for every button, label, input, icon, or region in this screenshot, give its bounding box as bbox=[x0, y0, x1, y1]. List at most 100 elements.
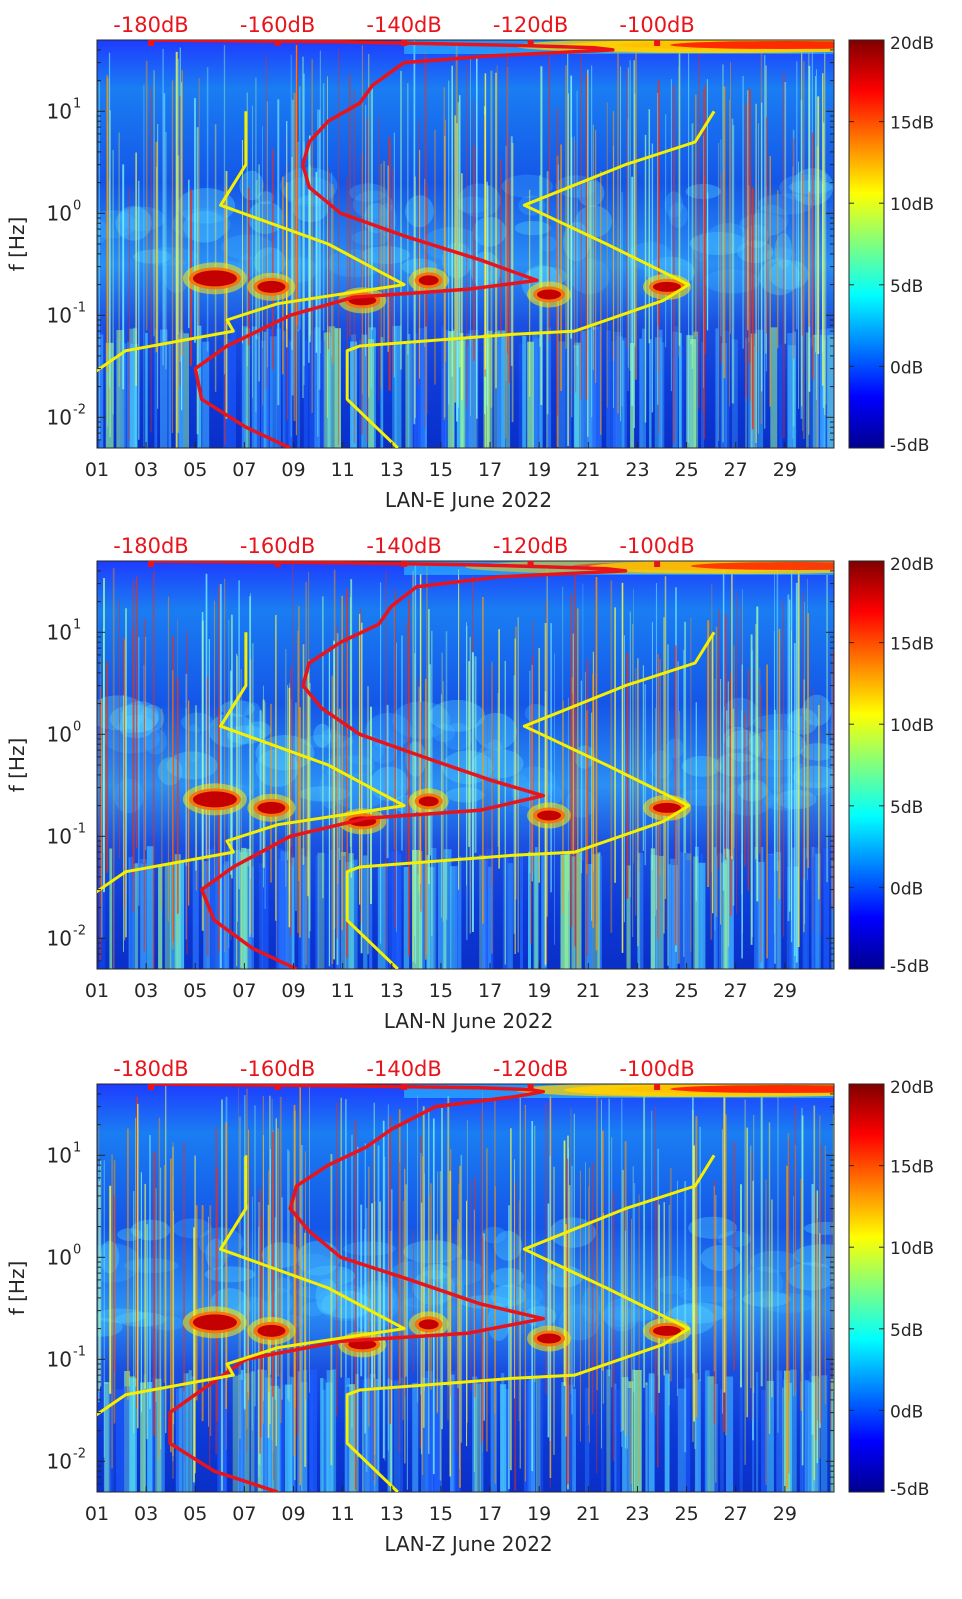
colorbar bbox=[848, 560, 885, 970]
y-tick-label: 10 bbox=[47, 1449, 72, 1473]
x-tick-label: 27 bbox=[724, 459, 748, 481]
top-db-tick-mark bbox=[401, 40, 408, 46]
y-tick-label: 10 bbox=[47, 201, 72, 225]
x-tick-label: 25 bbox=[675, 980, 699, 1002]
y-tick-exponent: -1 bbox=[73, 300, 86, 315]
low-noise-model-line bbox=[97, 1155, 406, 1417]
top-db-tick-mark bbox=[148, 40, 154, 46]
x-tick-label: 17 bbox=[478, 980, 502, 1002]
x-tick-label: 07 bbox=[232, 459, 256, 481]
x-tick-label: 11 bbox=[331, 1503, 355, 1525]
x-tick-label: 19 bbox=[527, 980, 551, 1002]
x-tick-label: 11 bbox=[331, 980, 355, 1002]
x-tick-label: 09 bbox=[281, 1503, 305, 1525]
colorbar bbox=[848, 1083, 885, 1493]
y-tick-label: 10 bbox=[47, 405, 72, 429]
x-tick-label: 09 bbox=[281, 980, 305, 1002]
top-db-tick-mark bbox=[654, 40, 661, 46]
y-tick-label: 10 bbox=[47, 1143, 72, 1167]
colorbar-tick-label: 20dB bbox=[890, 34, 934, 54]
colorbar-tick-label: 5dB bbox=[890, 798, 923, 818]
x-tick-label: 15 bbox=[429, 980, 453, 1002]
x-tick-label: 29 bbox=[773, 459, 797, 481]
low-noise-model-line bbox=[97, 632, 406, 894]
y-tick-exponent: 1 bbox=[73, 617, 81, 632]
y-tick-exponent: 0 bbox=[73, 1242, 81, 1257]
y-tick-exponent: 1 bbox=[73, 1140, 81, 1155]
y-tick-label: 10 bbox=[47, 722, 72, 746]
x-tick-label: 17 bbox=[478, 459, 502, 481]
colorbar-tick-label: 0dB bbox=[890, 1402, 923, 1422]
y-tick-label: 10 bbox=[47, 926, 72, 950]
y-axis-label: f [Hz] bbox=[5, 1261, 29, 1316]
y-tick-exponent: 0 bbox=[73, 719, 81, 734]
x-tick-label: 03 bbox=[134, 1503, 158, 1525]
colorbar-tick-label: 15dB bbox=[890, 635, 934, 655]
colorbar-tick-label: -5dB bbox=[890, 1480, 929, 1500]
spectrogram-texture bbox=[97, 40, 834, 448]
spectrogram-texture bbox=[97, 1084, 834, 1492]
colorbar-tick-label: 10dB bbox=[890, 716, 934, 736]
x-tick-label: 27 bbox=[724, 980, 748, 1002]
x-tick-label: 21 bbox=[576, 459, 600, 481]
top-db-tick-mark bbox=[527, 1084, 534, 1090]
colorbar-tick-label: 0dB bbox=[890, 358, 923, 378]
colorbar-tick-label: -5dB bbox=[890, 957, 929, 977]
x-tick-label: 25 bbox=[675, 459, 699, 481]
high-noise-model-line bbox=[345, 631, 716, 969]
top-db-tick-mark bbox=[527, 40, 534, 46]
y-axis-label: f [Hz] bbox=[5, 738, 29, 793]
top-db-tick-mark bbox=[401, 1084, 408, 1090]
top-db-tick-label: -100dB bbox=[619, 1057, 694, 1081]
x-tick-label: 05 bbox=[183, 459, 207, 481]
median-psd-line bbox=[150, 1084, 546, 1492]
low-noise-model-line bbox=[97, 111, 406, 373]
top-db-tick-mark bbox=[654, 1084, 661, 1090]
colorbar-tick-label: 15dB bbox=[890, 114, 934, 134]
x-tick-label: 01 bbox=[85, 1503, 109, 1525]
y-tick-label: 10 bbox=[47, 1347, 72, 1371]
top-db-tick-mark bbox=[654, 561, 661, 567]
x-tick-label: 05 bbox=[183, 980, 207, 1002]
y-tick-exponent: -2 bbox=[73, 1446, 86, 1461]
y-tick-exponent: 1 bbox=[73, 96, 81, 111]
colorbar-tick-label: 0dB bbox=[890, 879, 923, 899]
top-db-tick-mark bbox=[274, 40, 281, 46]
top-db-tick-label: -120dB bbox=[493, 534, 568, 558]
median-psd-line bbox=[150, 561, 628, 969]
x-tick-label: 23 bbox=[625, 1503, 649, 1525]
x-tick-label: 21 bbox=[576, 980, 600, 1002]
y-tick-label: 10 bbox=[47, 303, 72, 327]
y-tick-label: 10 bbox=[47, 99, 72, 123]
colorbar-tick-label: 5dB bbox=[890, 277, 923, 297]
y-axis-label: f [Hz] bbox=[5, 217, 29, 272]
median-psd-line bbox=[150, 40, 615, 448]
high-noise-model-line bbox=[345, 1154, 716, 1492]
colorbar-tick-label: 15dB bbox=[890, 1158, 934, 1178]
x-tick-label: 11 bbox=[331, 459, 355, 481]
y-tick-exponent: -2 bbox=[73, 402, 86, 417]
top-db-tick-mark bbox=[401, 561, 408, 567]
x-tick-label: 15 bbox=[429, 1503, 453, 1525]
top-db-tick-label: -140dB bbox=[366, 13, 441, 37]
x-tick-label: 25 bbox=[675, 1503, 699, 1525]
top-db-tick-label: -120dB bbox=[493, 1057, 568, 1081]
x-axis-label: LAN-N June 2022 bbox=[384, 1009, 554, 1033]
colorbar bbox=[848, 39, 885, 449]
top-db-tick-mark bbox=[274, 1084, 281, 1090]
x-tick-label: 29 bbox=[773, 980, 797, 1002]
y-tick-exponent: 0 bbox=[73, 198, 81, 213]
x-tick-label: 15 bbox=[429, 459, 453, 481]
x-tick-label: 13 bbox=[380, 980, 404, 1002]
top-db-tick-label: -100dB bbox=[619, 13, 694, 37]
x-tick-label: 09 bbox=[281, 459, 305, 481]
top-db-tick-label: -100dB bbox=[619, 534, 694, 558]
top-db-tick-label: -140dB bbox=[366, 534, 441, 558]
colorbar-tick-label: 20dB bbox=[890, 1078, 934, 1098]
x-tick-label: 05 bbox=[183, 1503, 207, 1525]
top-db-tick-mark bbox=[527, 561, 534, 567]
x-tick-label: 27 bbox=[724, 1503, 748, 1525]
top-db-tick-mark bbox=[274, 561, 281, 567]
x-tick-label: 19 bbox=[527, 1503, 551, 1525]
x-tick-label: 07 bbox=[232, 980, 256, 1002]
